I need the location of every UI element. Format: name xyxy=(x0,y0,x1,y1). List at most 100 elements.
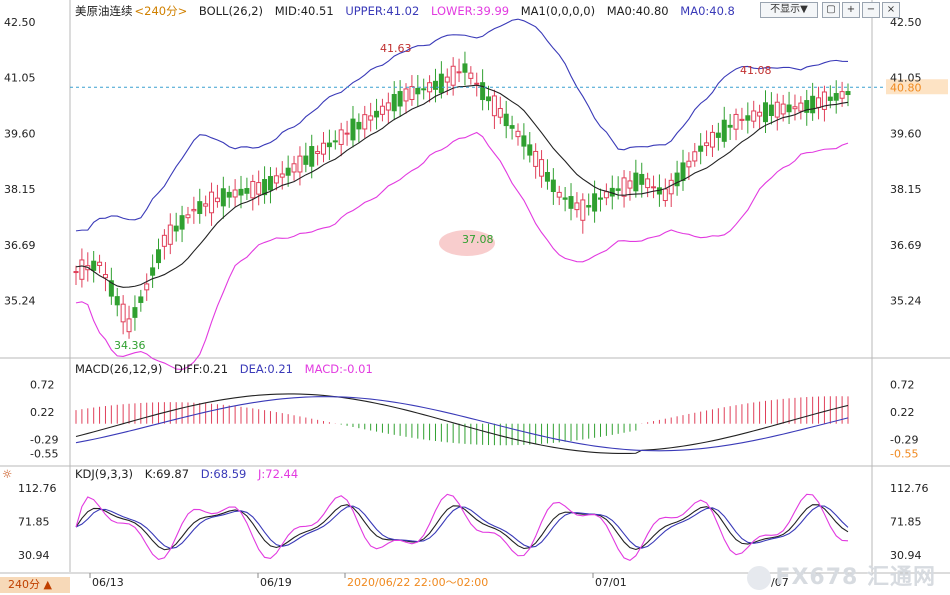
kdj-y-tick-left: 71.85 xyxy=(18,515,50,528)
y-tick-label-left: 35.24 xyxy=(4,295,36,308)
ma-label: MA1(0,0,0,0) xyxy=(520,4,596,18)
close-icon[interactable]: × xyxy=(882,2,900,18)
macd-y-tick-right: -0.55 xyxy=(890,447,918,460)
kdj-y-tick-left: 112.76 xyxy=(18,482,57,495)
candle xyxy=(238,188,244,196)
boll-lower: LOWER:39.99 xyxy=(430,4,510,18)
candle xyxy=(745,115,751,121)
candle xyxy=(651,186,657,189)
candle xyxy=(462,63,468,73)
kdj-j: J:72.44 xyxy=(258,467,299,481)
candle xyxy=(102,274,108,279)
display-dropdown[interactable]: 不显示▼ xyxy=(760,2,818,18)
y-tick-label-right: 35.24 xyxy=(890,295,922,308)
candle xyxy=(521,135,527,147)
candle xyxy=(780,103,786,115)
candle xyxy=(721,119,727,142)
candle xyxy=(615,188,621,191)
candle xyxy=(645,178,651,189)
high-label: 41.63 xyxy=(380,42,412,55)
candle xyxy=(715,132,721,138)
candle xyxy=(704,142,710,147)
candle xyxy=(603,191,609,199)
candle xyxy=(574,202,580,211)
candle xyxy=(338,129,344,145)
candle xyxy=(167,224,173,245)
kdj-k-line xyxy=(75,504,849,551)
kdj-settings-icon[interactable]: ☼ xyxy=(2,467,13,481)
macd-dea-line xyxy=(75,396,849,452)
y-tick-label-right: 39.60 xyxy=(890,127,922,140)
candle xyxy=(368,115,374,121)
candle xyxy=(309,146,315,167)
add-icon[interactable]: + xyxy=(842,2,860,18)
candle xyxy=(639,173,645,185)
candle xyxy=(733,113,739,130)
candle xyxy=(527,144,533,156)
boll-mid-line xyxy=(75,84,849,288)
macd-y-tick-left: -0.29 xyxy=(30,433,58,446)
macd-y-tick-right: -0.29 xyxy=(890,433,918,446)
recent-high-label: 41.08 xyxy=(740,64,772,77)
candle xyxy=(592,193,598,212)
boll-lower-line xyxy=(75,131,849,371)
candle xyxy=(762,102,768,123)
candle xyxy=(220,188,226,207)
candle xyxy=(156,249,162,264)
candle xyxy=(391,94,397,112)
kdj-label: KDJ(9,3,3) xyxy=(75,467,134,481)
candle xyxy=(350,118,356,141)
candle xyxy=(739,118,745,121)
candle xyxy=(468,72,474,79)
candle xyxy=(821,91,827,110)
candle xyxy=(150,267,156,276)
candle xyxy=(97,261,103,266)
candle xyxy=(403,88,409,102)
candle xyxy=(792,106,798,110)
candle xyxy=(374,110,380,118)
candle xyxy=(450,65,456,86)
kdj-d-line xyxy=(75,505,849,549)
candle xyxy=(179,215,185,230)
candle xyxy=(751,110,757,122)
minimize-icon[interactable]: − xyxy=(862,2,880,18)
candle xyxy=(509,125,515,129)
candle xyxy=(438,73,444,94)
candle xyxy=(845,91,851,96)
candle xyxy=(232,189,238,198)
candle xyxy=(757,111,763,117)
restore-icon[interactable]: ▢ xyxy=(822,2,840,18)
candle xyxy=(226,191,232,198)
kdj-d: D:68.59 xyxy=(200,467,247,481)
candle xyxy=(421,88,427,91)
candle xyxy=(362,114,368,130)
candle xyxy=(727,124,733,128)
candle xyxy=(768,104,774,117)
candle xyxy=(250,180,256,199)
watermark: FX678 汇通网 xyxy=(747,559,936,591)
candle xyxy=(315,151,321,154)
x-tick-label: 06/13 xyxy=(92,576,124,589)
kdj-y-tick-right: 71.85 xyxy=(890,515,922,528)
candle xyxy=(839,91,845,99)
candle xyxy=(662,188,668,202)
candle xyxy=(267,176,273,191)
candle xyxy=(480,82,486,101)
candle xyxy=(344,132,350,135)
y-tick-label-right: 38.15 xyxy=(890,183,922,196)
boll-upper-line xyxy=(75,18,849,232)
candle xyxy=(297,155,303,173)
candle xyxy=(73,271,79,274)
candle xyxy=(456,71,462,74)
timeframe-button[interactable]: 240分 ▲ xyxy=(0,577,70,593)
candle xyxy=(173,225,179,232)
low-highlight xyxy=(439,230,495,256)
candle xyxy=(432,80,438,90)
candle xyxy=(586,205,592,208)
last-price-label: 40.80 xyxy=(890,81,922,94)
macd-header: MACD(26,12,9) DIFF:0.21 DEA:0.21 MACD:-0… xyxy=(75,360,381,378)
y-tick-label-left: 36.69 xyxy=(4,239,36,252)
x-tick-label: 06/19 xyxy=(260,576,292,589)
candle xyxy=(144,283,150,291)
